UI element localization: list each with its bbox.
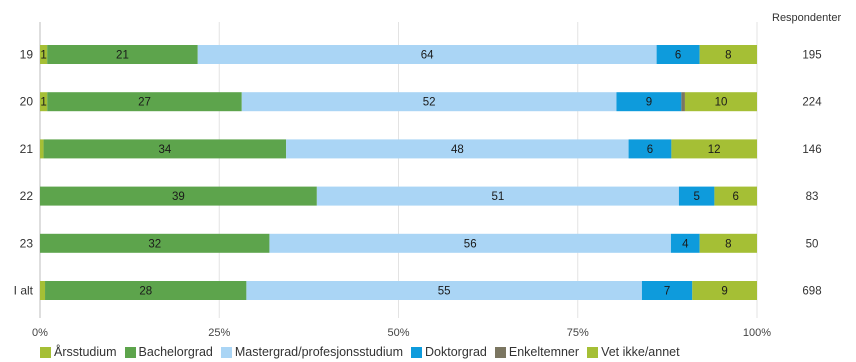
data-label: 52: [423, 97, 436, 109]
category-label: I alt: [14, 284, 34, 298]
bar-segment: [671, 139, 757, 159]
legend-label: Årsstudium: [54, 345, 117, 359]
bar-segment: [40, 233, 270, 253]
data-label: 39: [172, 191, 185, 203]
bar-segment: [714, 186, 757, 206]
x-tick-label: 50%: [387, 327, 409, 339]
data-label: 10: [715, 97, 728, 109]
data-label: 12: [708, 144, 721, 156]
legend-swatch: [587, 346, 599, 358]
bar-segment: [692, 281, 757, 300]
bar-segment: [656, 45, 700, 64]
bar-segment: [670, 233, 700, 253]
legend-item: Bachelorgrad: [124, 345, 213, 359]
data-label: 28: [139, 286, 152, 298]
legend-item: Doktorgrad: [411, 345, 487, 359]
data-label: 8: [725, 50, 731, 62]
respondents-value: 83: [806, 191, 819, 203]
respondents-value: 698: [802, 286, 821, 298]
bar-segment: [43, 139, 287, 159]
respondents-header: Respondenter: [772, 12, 842, 24]
category-label: 22: [20, 189, 34, 203]
legend-swatch: [40, 346, 51, 358]
legend-label: Enkeltemner: [508, 345, 580, 359]
legend-item: Enkeltemner: [494, 345, 580, 359]
bar-segment: [616, 92, 682, 112]
data-label: 51: [491, 191, 504, 203]
bar-segment: [40, 139, 44, 159]
bar-segment: [628, 139, 672, 159]
data-label: 1: [40, 97, 46, 109]
respondents-value: 195: [802, 50, 821, 62]
data-label: 64: [421, 50, 434, 62]
legend-label: Bachelorgrad: [138, 345, 213, 359]
data-label: 34: [158, 144, 171, 156]
data-label: 4: [682, 238, 689, 250]
bar-segment: [678, 186, 715, 206]
legend-swatch: [411, 346, 423, 358]
respondents-value: 50: [806, 238, 819, 250]
legend: Årsstudium Bachelorgrad Mastergrad/profesj…: [40, 345, 680, 359]
data-label: 1: [40, 50, 46, 62]
respondents-value: 224: [802, 97, 822, 109]
data-label: 21: [116, 50, 129, 62]
data-label: 9: [646, 97, 652, 109]
legend-swatch: [494, 346, 506, 358]
data-label: 6: [732, 191, 738, 203]
legend-swatch: [220, 346, 232, 358]
legend-item: Mastergrad/profesjonsstudium: [220, 345, 404, 359]
bar-segment: [47, 92, 242, 112]
legend-label: Doktorgrad: [425, 345, 487, 359]
bar-segment: [40, 45, 48, 64]
bar-segment: [699, 45, 757, 64]
data-label: 48: [451, 144, 464, 156]
category-label: 23: [20, 236, 34, 250]
data-label: 55: [438, 286, 451, 298]
legend-label: Vet ikke/annet: [601, 345, 680, 359]
x-tick-label: 0%: [32, 327, 48, 339]
data-label: 56: [464, 238, 477, 250]
respondents-value: 146: [802, 144, 821, 156]
bar-segment: [269, 233, 671, 253]
x-tick-label: 100%: [743, 327, 771, 339]
data-label: 27: [138, 97, 151, 109]
legend-item: Vet ikke/annet: [587, 345, 680, 359]
data-label: 6: [675, 50, 681, 62]
bar-segment: [699, 233, 757, 253]
category-label: 20: [20, 95, 34, 109]
bar-segment: [241, 92, 617, 112]
bar-segment: [246, 281, 642, 300]
x-tick-label: 75%: [567, 327, 589, 339]
legend-item: Årsstudium: [40, 345, 117, 359]
data-label: 32: [148, 238, 161, 250]
legend-swatch: [124, 346, 136, 358]
bar-segment: [316, 186, 679, 206]
bar-segment: [681, 92, 685, 112]
x-tick-label: 25%: [208, 327, 230, 339]
bar-segment: [641, 281, 693, 300]
bar-segment: [40, 186, 317, 206]
bar-segment: [45, 281, 247, 300]
data-label: 9: [721, 286, 727, 298]
bar-segment: [40, 92, 48, 112]
bar-segment: [286, 139, 629, 159]
legend-label: Mastergrad/profesjonsstudium: [234, 345, 404, 359]
bar-segment: [197, 45, 657, 64]
bar-segment: [40, 281, 46, 300]
data-label: 5: [693, 191, 699, 203]
data-label: 8: [725, 238, 731, 250]
category-label: 21: [20, 142, 34, 156]
data-label: 6: [647, 144, 653, 156]
category-label: 19: [20, 48, 34, 62]
data-label: 7: [664, 286, 670, 298]
bar-segment: [684, 92, 757, 112]
bar-segment: [47, 45, 198, 64]
